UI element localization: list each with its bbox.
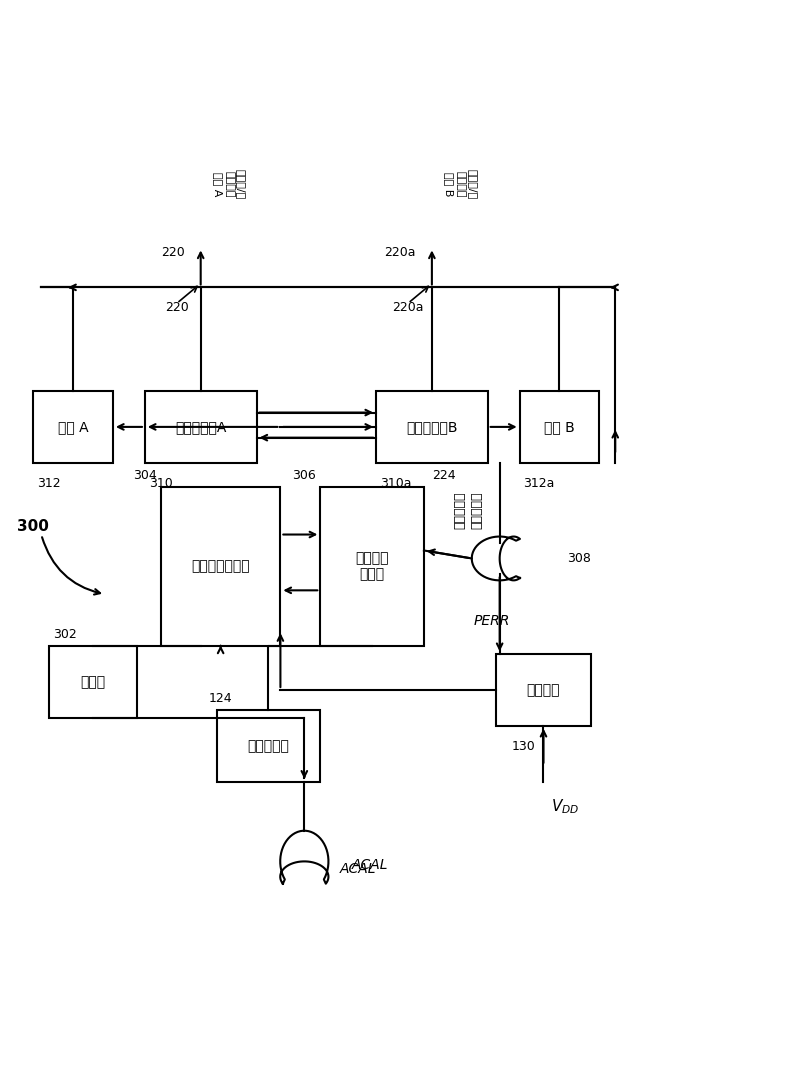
FancyBboxPatch shape	[145, 391, 257, 463]
Text: 304: 304	[133, 469, 157, 482]
FancyBboxPatch shape	[320, 487, 424, 647]
Text: 312a: 312a	[523, 476, 555, 489]
Text: 310a: 310a	[380, 476, 411, 489]
Text: 310: 310	[149, 476, 173, 489]
Text: 来自比较器: 来自比较器	[454, 492, 466, 529]
Text: 220a: 220a	[385, 245, 416, 258]
Text: $V_{DD}$: $V_{DD}$	[551, 797, 580, 816]
Text: 修整寄存器A: 修整寄存器A	[175, 420, 226, 434]
Text: 通电复位: 通电复位	[526, 682, 560, 697]
Text: 220: 220	[165, 302, 189, 315]
Text: 308: 308	[567, 552, 591, 565]
FancyBboxPatch shape	[34, 391, 113, 463]
Text: 306: 306	[293, 469, 316, 482]
Text: 124: 124	[209, 692, 232, 705]
Text: 计时器: 计时器	[81, 675, 106, 689]
Text: 220: 220	[161, 245, 185, 258]
Text: ACAL: ACAL	[339, 863, 376, 877]
Text: 224: 224	[432, 469, 455, 482]
FancyBboxPatch shape	[217, 710, 320, 781]
Text: 300: 300	[18, 519, 50, 534]
Text: 奇偶 B: 奇偶 B	[544, 420, 575, 434]
Text: 220a: 220a	[392, 302, 423, 315]
FancyBboxPatch shape	[376, 391, 488, 463]
FancyBboxPatch shape	[50, 647, 137, 718]
Text: ACAL: ACAL	[352, 858, 389, 872]
Text: 302: 302	[54, 628, 77, 641]
Text: 时钟振荡器: 时钟振荡器	[247, 739, 290, 753]
Text: 修整寄存器B: 修整寄存器B	[406, 420, 458, 434]
Text: 逐次逼近
寄存器: 逐次逼近 寄存器	[355, 551, 389, 582]
FancyBboxPatch shape	[519, 391, 599, 463]
Text: PERR: PERR	[474, 614, 510, 628]
FancyBboxPatch shape	[496, 654, 591, 726]
Text: 校准逻辑状态机: 校准逻辑状态机	[191, 560, 250, 573]
FancyBboxPatch shape	[161, 487, 281, 647]
Text: 去往数/模
转换器放
大器 A: 去往数/模 转换器放 大器 A	[213, 169, 246, 200]
Text: 312: 312	[38, 476, 61, 489]
Text: 来自比较器: 来自比较器	[470, 492, 484, 529]
Text: 130: 130	[512, 740, 535, 753]
Text: 奇偶 A: 奇偶 A	[58, 420, 89, 434]
Text: 去往数/模
转换器放
大器 B: 去往数/模 转换器放 大器 B	[444, 169, 477, 200]
